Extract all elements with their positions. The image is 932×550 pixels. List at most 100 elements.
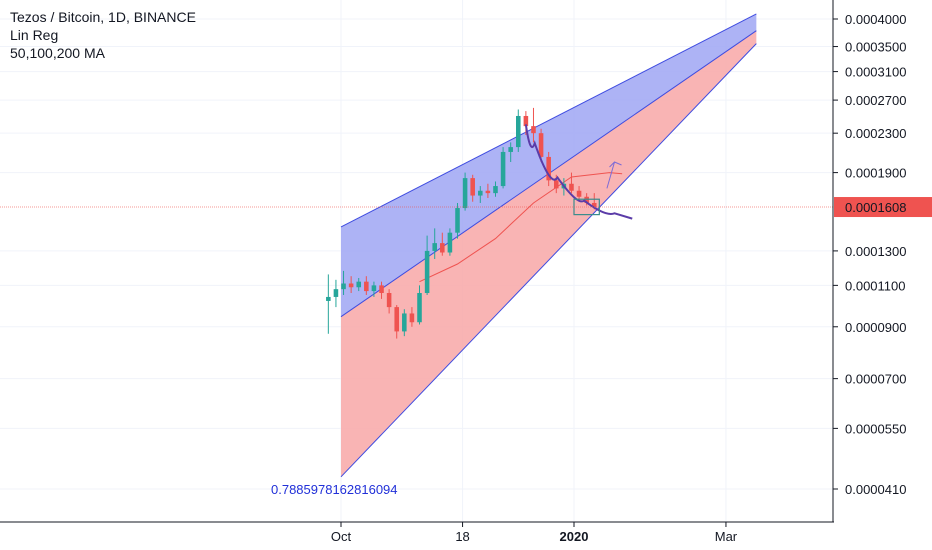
- candle-body: [576, 190, 582, 197]
- price-tick-label: 0.0000410: [845, 482, 906, 497]
- time-axis: Oct 18 2020 Mar: [331, 522, 738, 544]
- candle: [379, 281, 384, 299]
- regression-upper-line: [340, 13, 757, 228]
- candle-body: [394, 307, 399, 332]
- candle-body: [440, 243, 445, 253]
- candle-body: [409, 313, 415, 323]
- regression-lower-band: [341, 30, 757, 477]
- candle-body: [333, 289, 339, 297]
- candle-body: [508, 147, 513, 152]
- candle: [455, 202, 460, 239]
- candle: [402, 309, 407, 337]
- time-tick-label: 2020: [560, 529, 589, 544]
- price-tick-label: 0.0004000: [845, 12, 906, 27]
- price-tick-label: 0.0000900: [845, 320, 906, 335]
- candle: [576, 186, 582, 201]
- candle-body: [348, 283, 354, 288]
- candle: [371, 281, 377, 297]
- candle-body: [356, 281, 362, 288]
- candle-body: [538, 133, 544, 157]
- candle: [424, 235, 430, 295]
- candle: [516, 109, 521, 152]
- indicator-moving-averages[interactable]: 50,100,200 MA: [10, 45, 105, 61]
- candle-body: [455, 208, 460, 233]
- candle: [417, 285, 422, 325]
- chart-title: Tezos / Bitcoin, 1D, BINANCE: [10, 9, 196, 25]
- time-tick-label: 18: [455, 529, 469, 544]
- price-tick-label: 0.0001300: [845, 244, 906, 259]
- candle: [432, 228, 437, 259]
- candle: [493, 181, 498, 197]
- candle-body: [470, 178, 475, 196]
- candle-body: [546, 156, 551, 181]
- time-tick-label: Oct: [331, 529, 352, 544]
- candle: [386, 289, 392, 314]
- candle: [447, 228, 453, 256]
- candle: [356, 278, 362, 292]
- annotation-arrow-shaft: [606, 161, 616, 189]
- candle-body: [516, 115, 521, 148]
- moving-average-line: [419, 172, 623, 283]
- candle-body: [447, 232, 453, 253]
- candle-body: [591, 202, 597, 208]
- price-tick-label: 0.0000700: [845, 372, 906, 387]
- candle: [409, 307, 415, 327]
- regression-label: 0.7885978162816094: [271, 482, 398, 497]
- candle: [500, 147, 506, 189]
- annotation-arrow-head: [609, 161, 622, 168]
- current-price-badge: [834, 197, 932, 218]
- price-axis-bg: [833, 0, 932, 550]
- candle: [478, 186, 483, 203]
- candle-body: [417, 293, 422, 323]
- candle: [485, 183, 491, 198]
- candle: [462, 172, 468, 211]
- candle: [531, 107, 536, 143]
- price-tick-label: 0.0001100: [845, 278, 906, 293]
- candle: [569, 172, 574, 194]
- price-tick-label: 0.0003100: [845, 65, 906, 80]
- candle-body: [386, 293, 392, 308]
- candle-body: [531, 126, 536, 134]
- indicator-lin-reg[interactable]: Lin Reg: [10, 27, 59, 43]
- time-axis-bg: [0, 522, 833, 550]
- candle-body: [341, 283, 346, 290]
- candle: [364, 276, 369, 295]
- candle: [508, 142, 513, 163]
- candle-body: [379, 285, 384, 294]
- candle-body: [569, 183, 574, 191]
- price-axis: 0.0004000 0.0003500 0.0003100 0.0002700 0.00…: [833, 12, 906, 497]
- candle-body: [478, 190, 483, 196]
- candle: [348, 276, 354, 294]
- candle-body: [326, 296, 331, 301]
- price-tick-label: 0.0003500: [845, 40, 906, 55]
- candle-body: [584, 196, 589, 203]
- time-tick-label: Mar: [715, 529, 738, 544]
- candle: [326, 274, 331, 334]
- candle-body: [500, 151, 506, 187]
- candle-body: [371, 285, 377, 292]
- candle: [546, 151, 551, 187]
- candle: [333, 279, 339, 308]
- candle: [394, 305, 399, 339]
- candle-body: [462, 178, 468, 209]
- candle: [538, 128, 544, 163]
- candle-body: [402, 313, 407, 332]
- candle: [440, 232, 445, 256]
- candles: [326, 107, 597, 339]
- candle-body: [485, 190, 491, 194]
- price-tick-label: 0.0000550: [845, 421, 906, 436]
- candle-body: [364, 281, 369, 292]
- candle: [470, 174, 475, 202]
- current-price-label: 0.0001608: [845, 200, 906, 215]
- candle-body: [523, 115, 529, 127]
- price-tick-label: 0.0001900: [845, 166, 906, 181]
- candle-body: [553, 180, 559, 189]
- candle-body: [432, 243, 437, 251]
- chart-legend: Tezos / Bitcoin, 1D, BINANCE Lin Reg 50,…: [10, 8, 196, 62]
- candle-body: [493, 186, 498, 194]
- price-tick-label: 0.0002300: [845, 126, 906, 141]
- candle: [341, 270, 346, 295]
- price-tick-label: 0.0002700: [845, 93, 906, 108]
- candle-body: [424, 250, 430, 294]
